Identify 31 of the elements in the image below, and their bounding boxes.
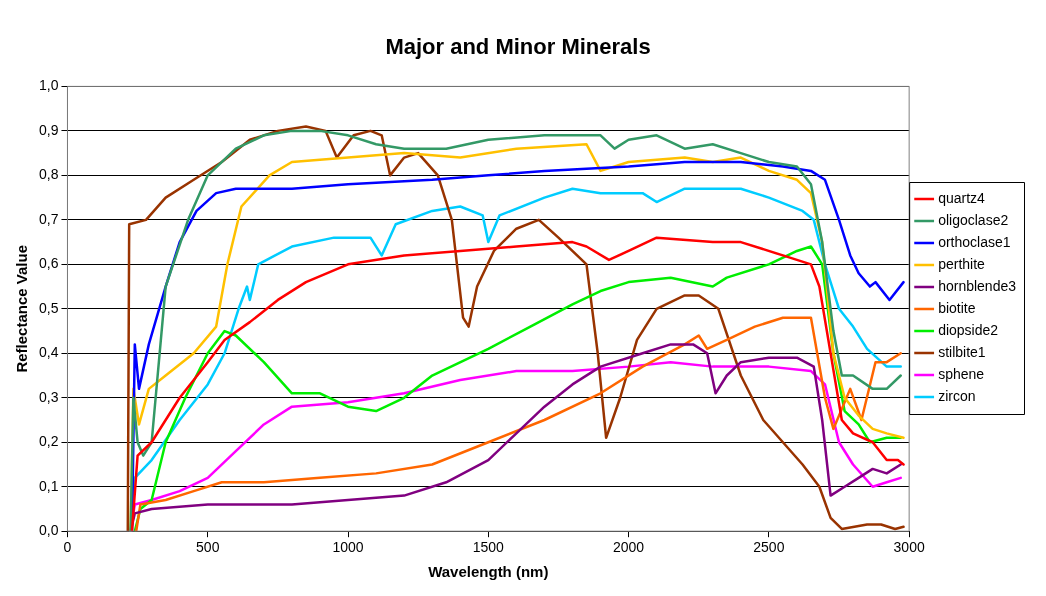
y-tick-label: 0,8 <box>38 166 59 183</box>
x-axis-title: Wavelength (nm) <box>428 563 549 581</box>
legend-label: quartz4 <box>938 189 986 206</box>
y-tick-label: 0,2 <box>38 433 59 450</box>
x-tick-label: 500 <box>196 539 220 556</box>
x-tick-label: 0 <box>63 539 72 556</box>
y-tick-label: 0,3 <box>38 388 59 405</box>
legend-label: diopside2 <box>938 321 999 338</box>
x-tick-label: 2000 <box>613 539 645 556</box>
y-tick-label: 1,0 <box>38 77 59 94</box>
legend-label: zircon <box>938 387 976 404</box>
x-tick-label: 1500 <box>472 539 505 556</box>
legend-label: orthoclase1 <box>938 233 1011 250</box>
legend-label: stilbite1 <box>938 343 986 360</box>
legend-label: hornblende3 <box>938 277 1017 294</box>
y-axis-title: Reflectance Value <box>13 245 31 373</box>
chart-title: Major and Minor Minerals <box>385 34 651 60</box>
legend-label: sphene <box>938 365 985 382</box>
x-tick-label: 2500 <box>753 539 785 556</box>
y-tick-label: 0,9 <box>38 121 59 138</box>
x-tick-label: 1000 <box>332 539 364 556</box>
y-tick-label: 0,1 <box>38 477 59 494</box>
y-tick-label: 0,4 <box>38 344 59 361</box>
legend-label: perthite <box>938 255 986 272</box>
y-tick-label: 0,7 <box>38 210 59 227</box>
y-tick-label: 0,0 <box>38 522 59 539</box>
y-tick-label: 0,5 <box>38 299 59 316</box>
legend-label: biotite <box>938 299 976 316</box>
legend-label: oligoclase2 <box>938 211 1009 228</box>
y-tick-label: 0,6 <box>38 255 59 272</box>
x-tick-label: 3000 <box>893 539 925 556</box>
